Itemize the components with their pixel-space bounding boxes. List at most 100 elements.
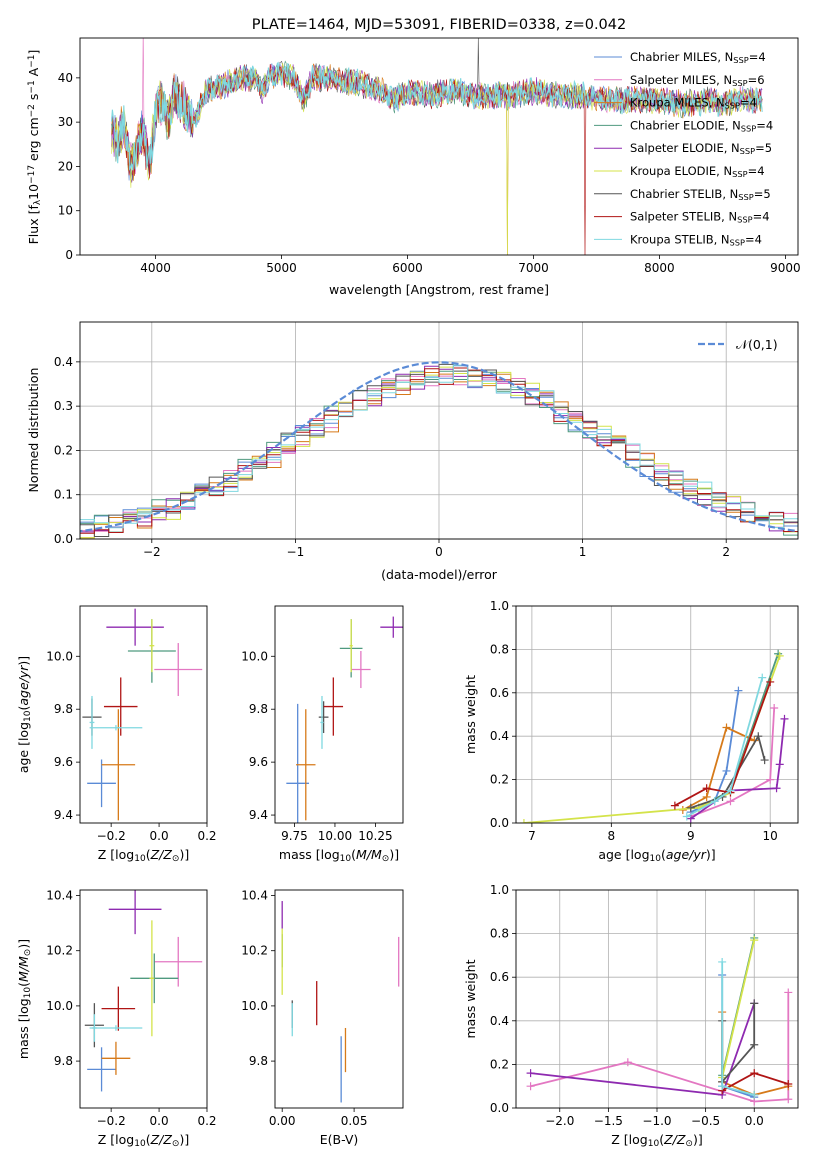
label-fragment: Z [log [98,1132,134,1147]
spectrum-title: PLATE=1464, MJD=53091, FIBERID=0338, z=0… [252,17,626,33]
panel-xlabel: mass [log10(M/M⊙)] [279,847,399,864]
panel-ylabel: mass weight [463,675,478,754]
y-tick-label: 0.6 [490,686,509,700]
panel-ylabel: mass weight [463,959,478,1038]
x-tick-label: 0.05 [341,1114,368,1128]
label-fragment: Z/Z [150,847,173,862]
weight-point-marker [784,1095,793,1104]
x-tick-label: 6000 [392,261,423,275]
y-tick-label: 1.0 [490,883,509,897]
y-tick-label: 30 [58,115,73,129]
x-tick-label: 0.0 [150,1114,169,1128]
label-fragment: SSP [737,215,752,225]
label-fragment: ( [146,1132,151,1147]
y-tick-label: 10.0 [46,649,73,663]
y-tick-label: 0.0 [490,1101,509,1115]
x-tick-label: 10.25 [358,829,392,843]
normal-curve-line [80,361,798,533]
weight-point-marker [760,756,769,765]
y-tick-label: 10.0 [241,999,268,1013]
label-fragment: Chabrier STELIB, N [630,187,738,201]
label-fragment: =4 [753,210,770,224]
x-tick-label: 0.0 [150,829,169,843]
label-fragment: 10 [648,1139,660,1149]
label-fragment: 10 [134,1139,146,1149]
x-tick-label: −1 [287,545,305,559]
y-tick-label: 0.6 [490,970,509,984]
y-tick-label: 10 [58,204,73,218]
x-tick-label: −0.2 [97,829,126,843]
weight-point-marker [750,936,759,945]
weight-point-marker [682,812,691,821]
weight-point-marker [766,677,775,686]
y-tick-label: 0.2 [490,1057,509,1071]
weight-point-marker [702,784,711,793]
label-fragment: Kroupa STELIB, N [630,232,730,246]
label-fragment: ⊙ [23,949,33,957]
x-tick-label: 4000 [140,261,171,275]
weight-point-marker [519,819,528,823]
axes-frame [79,321,799,540]
y-tick-label: 9.6 [54,755,73,769]
y-tick-label: 9.4 [54,808,73,822]
panel-age_vs_mass: 9.75 10.00 10.25 9.4 9.6 9.8 10.0 mass [log10(M… [241,605,404,864]
x-tick-label: 10.00 [318,829,352,843]
label-fragment: s [26,94,41,105]
legend-label: Chabrier MILES, NSSP=4 [630,50,766,65]
label-fragment: ⊙ [172,854,180,864]
label-fragment: ⊙ [382,854,390,864]
axes-frame [79,889,208,1109]
label-fragment: −1 [27,55,37,68]
panel-mass_weight_vs_Z: −2.0 −1.5 −1.0 −0.5 0.0 0.0 0.2 0.4 0.6 0.8 1.0 Z [… [463,883,799,1149]
label-fragment: )] [16,939,31,949]
label-fragment: )] [179,847,189,862]
panel-xlabel: E(B-V) [320,1132,359,1147]
y-tick-label: 9.8 [249,1054,268,1068]
label-fragment: =4 [748,164,765,178]
y-tick-label: 0.0 [54,532,73,546]
y-tick-label: 9.8 [54,702,73,716]
label-fragment: )] [179,1132,189,1147]
weight-series-line [530,992,790,1103]
y-tick-label: 9.8 [249,702,268,716]
label-fragment: age/yr [666,847,707,862]
label-fragment: Salpeter ELODIE, N [630,141,740,155]
histogram-series-step [80,367,798,534]
legend-label: Salpeter STELIB, NSSP=4 [630,210,770,225]
label-fragment: SSP [725,101,740,111]
weight-point-marker [750,1069,759,1078]
legend-label: 𝒩(0,1) [736,337,778,352]
y-tick-label: 0.2 [54,443,73,457]
label-fragment: M/M [16,956,31,982]
weight-series-line [686,677,764,818]
x-tick-label: 7 [528,829,536,843]
label-fragment: =4 [749,50,766,64]
weight-point-marker [526,1069,535,1078]
label-fragment: ( [16,706,31,711]
histogram-xlabel: (data-model)/error [381,567,498,582]
label-fragment: Kroupa ELODIE, N [630,164,732,178]
y-tick-label: 0.2 [490,773,509,787]
panel-mass_vs_EBV: 0.00 0.05 9.8 10.0 10.2 10.4 E(B-V) [241,889,404,1147]
label-fragment: SSP [730,237,745,247]
label-fragment: −17 [27,165,37,184]
x-tick-label: 0.2 [197,829,216,843]
weight-point-marker [726,797,735,806]
weight-point-marker [722,766,731,775]
label-fragment: ( [351,847,356,862]
x-tick-label: −0.2 [97,1114,126,1128]
axes-frame [274,605,404,824]
axes-frame [515,889,799,1109]
label-fragment: −2 [27,104,37,117]
label-fragment: mass [log [16,998,31,1059]
x-tick-label: −1.5 [594,1114,623,1128]
y-tick-label: 40 [58,71,73,85]
label-fragment: ( [659,1132,664,1147]
weight-point-marker [710,797,719,806]
y-tick-label: 0.8 [490,927,509,941]
label-fragment: Z [log [98,847,134,862]
label-fragment: SSP [740,146,755,156]
label-fragment: M/M [356,847,382,862]
legend-label: Salpeter ELODIE, NSSP=5 [630,141,772,156]
weight-series-line [690,733,766,809]
